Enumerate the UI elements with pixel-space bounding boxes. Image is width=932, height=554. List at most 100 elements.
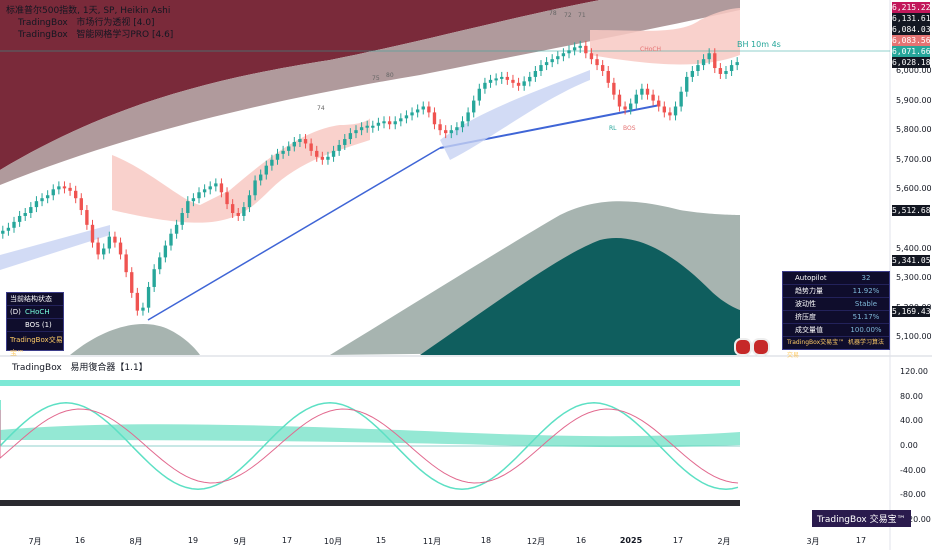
candle-body	[449, 130, 453, 134]
price-tick: 6,000.00	[896, 66, 932, 75]
candle-body	[34, 201, 39, 208]
candle-body	[505, 76, 510, 80]
candle-body	[359, 127, 364, 131]
time-tick: 12月	[526, 537, 546, 546]
flag-icon-2[interactable]	[752, 338, 770, 356]
candle-body	[242, 207, 246, 216]
osc-signal-line	[0, 408, 739, 484]
osc-line	[0, 400, 739, 490]
pink-band-right	[590, 8, 740, 65]
candle-body	[29, 207, 33, 213]
autopilot-row-value: 32	[843, 272, 889, 285]
candle-body	[399, 118, 403, 122]
candle-body	[315, 150, 319, 157]
autopilot-row-value: 100.00%	[843, 324, 889, 337]
time-tick: 2025	[619, 536, 643, 545]
bos-mark: BOS	[623, 125, 636, 132]
time-tick: 16	[575, 536, 587, 545]
time-tick: 3月	[806, 537, 820, 546]
time-tick: 15	[375, 536, 387, 545]
candle-body	[718, 68, 723, 74]
candle-body	[287, 146, 291, 151]
blue-trendline-1	[147, 147, 441, 321]
legend-indicator-1-brand: TradingBox	[18, 18, 68, 28]
candle-body	[152, 269, 156, 287]
price-badge: 6,131.61	[892, 13, 931, 24]
candle-body	[645, 88, 650, 95]
candle-body	[102, 248, 106, 255]
candle-body	[320, 156, 325, 160]
candle-body	[40, 198, 44, 202]
candle-body	[12, 221, 16, 228]
candle-body	[595, 59, 599, 66]
flag-icon[interactable]	[734, 338, 752, 356]
price-badge: 6,083.56	[892, 35, 931, 46]
price-tick: 5,700.00	[896, 154, 932, 164]
legend-symbol-line[interactable]: 标准普尔500指数, 1天, SP, Heikin Ashi	[6, 6, 171, 16]
candle-body	[393, 121, 397, 125]
candle-body	[382, 121, 386, 124]
candle-body	[629, 103, 633, 110]
candle-body	[634, 94, 638, 104]
peak-label-5: 72	[564, 12, 572, 19]
osc-tick: 0.00	[900, 441, 918, 450]
candle-body	[516, 82, 521, 86]
candle-body	[376, 122, 381, 126]
candle-body	[415, 109, 420, 113]
candle-body	[51, 189, 55, 196]
candle-body	[477, 88, 481, 101]
candle-body	[651, 94, 655, 101]
upper-cloud-dark	[0, 0, 740, 170]
candle-body	[23, 213, 27, 216]
candle-body	[141, 307, 145, 311]
candle-body	[617, 94, 622, 107]
candle-body	[6, 227, 11, 231]
candle-body	[197, 192, 201, 199]
time-tick: 7月	[28, 537, 42, 546]
candle-body	[180, 213, 184, 225]
structure-panel-title: 当前结构状态 (D)	[7, 293, 63, 316]
time-tick: 11月	[422, 537, 442, 546]
candle-body	[343, 139, 347, 145]
peak-label-1: 74	[317, 105, 325, 112]
candle-body	[208, 186, 212, 190]
candle-body	[668, 112, 672, 116]
candle-body	[113, 236, 117, 243]
candle-body	[421, 106, 425, 110]
legend-indicator-1: TradingBox 市场行为透视 [4.0]	[6, 17, 173, 29]
candle-body	[528, 76, 532, 82]
candle-body	[466, 112, 470, 122]
legend-indicator-1-name[interactable]: 市场行为透视 [4.0]	[76, 18, 155, 28]
candle-body	[68, 187, 72, 191]
candle-body	[146, 286, 151, 308]
candle-body	[533, 71, 538, 77]
oscillator-legend: TradingBox 易用復合器【1.1】	[12, 362, 148, 374]
candle-body	[578, 45, 582, 48]
candle-body	[90, 224, 95, 243]
candle-body	[365, 125, 369, 128]
price-badge: 5,169.43	[892, 306, 931, 317]
candle-body	[657, 100, 661, 107]
osc-bottom-strip	[0, 500, 740, 506]
candle-body	[690, 71, 695, 77]
autopilot-brand: TradingBox交易宝™	[787, 339, 845, 346]
candle-body	[1, 230, 5, 234]
candle-body	[96, 242, 100, 255]
candle-body	[460, 121, 465, 128]
candle-body	[326, 156, 330, 160]
candle-body	[331, 150, 336, 157]
candle-body	[219, 183, 224, 193]
oscillator-name[interactable]: 易用復合器【1.1】	[70, 363, 148, 373]
candle-body	[522, 81, 526, 86]
choch-box-label: CHoCH	[640, 46, 662, 53]
candle-body	[606, 71, 610, 83]
osc-tick: 120.00	[900, 367, 928, 376]
price-tick: 5,300.00	[896, 273, 932, 283]
candle-body	[214, 183, 218, 187]
time-tick: 9月	[233, 537, 247, 546]
osc-top-strip	[0, 380, 740, 386]
candle-body	[57, 186, 61, 190]
time-tick: 17	[281, 536, 293, 545]
autopilot-row-value: 11.92%	[843, 285, 889, 298]
legend-indicator-2-name[interactable]: 智能网格学习PRO [4.6]	[76, 30, 174, 40]
